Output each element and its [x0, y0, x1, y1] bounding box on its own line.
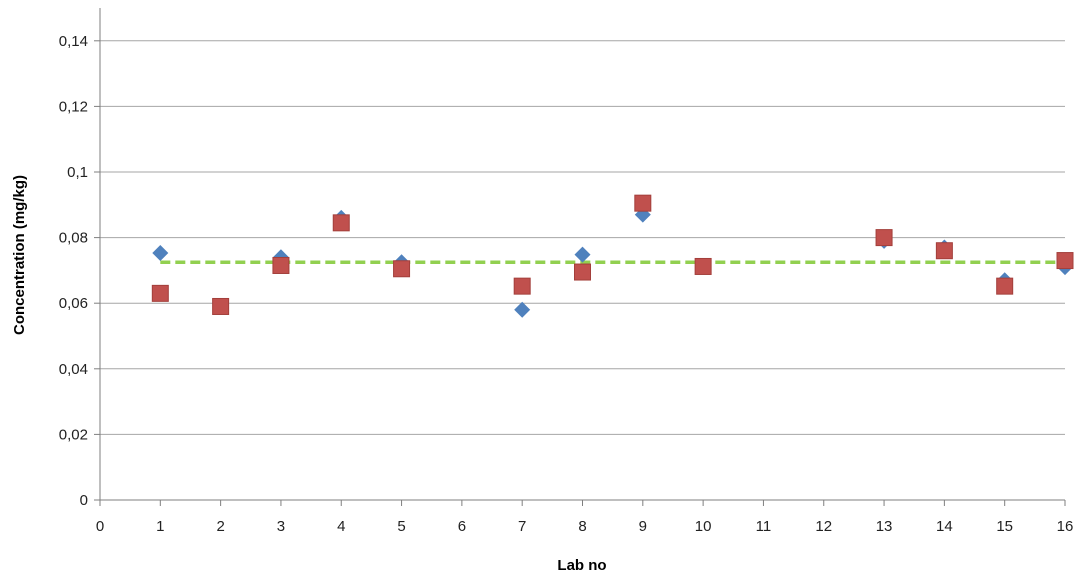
square-point	[1056, 252, 1074, 270]
square-point	[393, 260, 411, 278]
x-tick-label: 6	[458, 518, 466, 535]
square-point	[996, 277, 1014, 295]
square-point	[272, 256, 290, 274]
x-tick-label: 3	[277, 518, 285, 535]
x-tick-label: 5	[397, 518, 405, 535]
y-tick-label: 0,06	[59, 295, 88, 312]
square-point	[574, 263, 591, 281]
square-point	[634, 194, 652, 212]
y-axis-title: Concentration (mg/kg)	[11, 175, 28, 335]
gridlines	[100, 40, 1065, 435]
x-tick-label: 0	[96, 518, 104, 535]
x-axis-title: Lab no	[557, 557, 606, 574]
square-point	[212, 297, 230, 315]
y-tick-label: 0,14	[59, 33, 88, 50]
x-tick-label: 14	[936, 518, 953, 535]
x-tick-label: 15	[996, 518, 1013, 535]
y-tick-label: 0,12	[59, 98, 88, 115]
x-tick-labels: 0 1 2 3 4 5 6 7 8 9 10 11 12 13 14 15 16	[96, 518, 1074, 535]
x-tick-label: 4	[337, 518, 345, 535]
x-tick-label: 2	[216, 518, 224, 535]
x-tick-label: 1	[156, 518, 164, 535]
square-point	[935, 242, 953, 260]
diamond-point	[152, 245, 169, 262]
y-tick-labels: 0 0,02 0,04 0,06 0,08 0,1 0,12 0,14	[59, 33, 88, 509]
axes	[94, 8, 1066, 506]
x-tick-label: 16	[1057, 518, 1074, 535]
square-point	[875, 229, 893, 247]
y-tick-label: 0	[80, 492, 88, 509]
y-tick-label: 0,04	[59, 361, 88, 378]
square-point	[513, 277, 531, 295]
x-tick-label: 9	[639, 518, 647, 535]
square-point	[151, 284, 169, 302]
square-point	[694, 257, 712, 275]
diamond-point	[574, 246, 591, 263]
square-point	[332, 214, 350, 232]
data-points	[151, 194, 1074, 318]
y-tick-label: 0,08	[59, 230, 88, 247]
y-tick-label: 0,02	[59, 426, 88, 443]
x-tick-label: 7	[518, 518, 526, 535]
x-tick-label: 8	[578, 518, 586, 535]
x-tick-label: 13	[876, 518, 893, 535]
diamond-point	[514, 301, 531, 318]
y-tick-label: 0,1	[67, 164, 88, 181]
x-tick-label: 11	[756, 518, 772, 535]
x-tick-label: 10	[695, 518, 712, 535]
x-tick-label: 12	[815, 518, 832, 535]
